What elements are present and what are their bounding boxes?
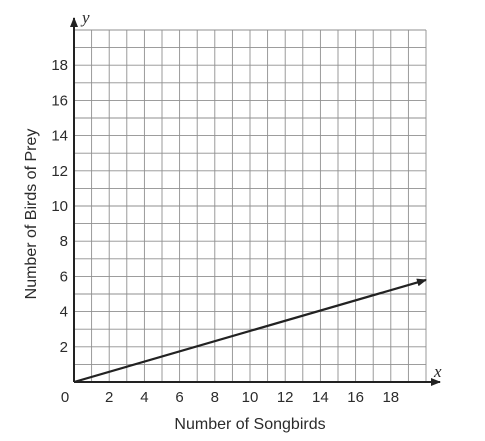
y-tick-label: 8 — [60, 233, 68, 250]
y-tick-label: 18 — [51, 57, 68, 74]
x-axis-variable: x — [433, 362, 442, 381]
axes — [70, 17, 441, 386]
y-tick-label: 16 — [51, 92, 68, 109]
x-tick-label: 12 — [277, 389, 294, 406]
tick-labels: 2 4 6 8 10 12 14 16 18 2 4 6 8 10 12 14 16 18 — [51, 57, 399, 406]
x-axis-title: Number of Songbirds — [174, 416, 325, 433]
grid — [74, 29, 427, 382]
y-tick-label: 6 — [60, 268, 68, 285]
y-axis-title: Number of Birds of Prey — [23, 129, 40, 300]
y-tick-label: 10 — [51, 198, 68, 215]
x-tick-label: 10 — [242, 389, 259, 406]
y-tick-label: 14 — [51, 128, 68, 145]
y-tick-label: 4 — [60, 304, 68, 321]
origin-label: 0 — [61, 389, 69, 406]
x-tick-label: 18 — [382, 389, 399, 406]
x-tick-label: 16 — [347, 389, 364, 406]
x-tick-label: 8 — [211, 389, 219, 406]
y-tick-label: 12 — [51, 163, 68, 180]
series — [73, 278, 427, 384]
series-line — [73, 278, 427, 384]
x-tick-label: 6 — [175, 389, 183, 406]
x-tick-label: 2 — [105, 389, 113, 406]
x-tick-label: 4 — [140, 389, 148, 406]
x-tick-label: 14 — [312, 389, 329, 406]
y-axis-variable: y — [80, 8, 90, 27]
y-tick-label: 2 — [60, 339, 68, 356]
